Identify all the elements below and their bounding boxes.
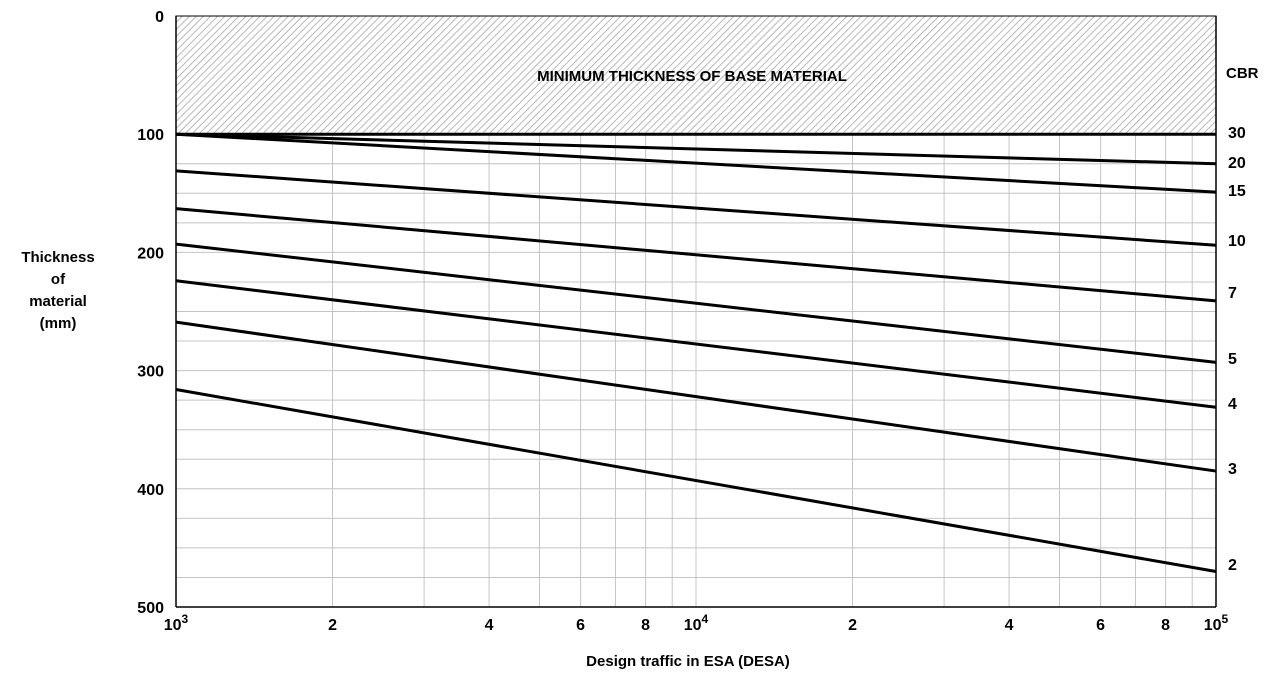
series-lines (175, 132, 1217, 574)
cbr-series-label: 2 (1228, 557, 1237, 574)
x-tick-label: 6 (1096, 617, 1105, 634)
cbr-series-label: 15 (1228, 183, 1246, 200)
axes (175, 15, 1217, 608)
x-tick-label-exponent: 4 (702, 612, 709, 626)
x-tick-label: 8 (1161, 617, 1170, 634)
x-tick-label: 4 (1005, 617, 1014, 634)
series-line-cbr-7 (175, 207, 1217, 303)
y-axis-title-line: of (51, 271, 66, 288)
series-line-cbr-5 (175, 242, 1217, 364)
cbr-series-label: 20 (1228, 155, 1246, 172)
x-tick-label: 6 (576, 617, 585, 634)
series-line-cbr-15 (175, 132, 1217, 194)
cbr-series-label: 5 (1228, 351, 1237, 368)
series-line-cbr-3 (175, 320, 1217, 473)
x-tick-label-exponent: 5 (1222, 612, 1229, 626)
minimum-thickness-band: MINIMUM THICKNESS OF BASE MATERIAL (175, 15, 1217, 135)
hatched-band (175, 15, 1217, 135)
y-tick-label: 500 (137, 600, 164, 617)
x-tick-label: 4 (485, 617, 494, 634)
series-line-cbr-20 (175, 132, 1217, 166)
grid (176, 134, 1216, 607)
x-tick-label: 105 (1204, 612, 1229, 634)
y-tick-label: 300 (137, 364, 164, 381)
y-tick-label: 100 (137, 127, 164, 144)
cbr-series-label: 7 (1228, 285, 1237, 302)
y-tick-label: 0 (155, 9, 164, 26)
y-axis-title-line: Thickness (21, 249, 94, 266)
cbr-series-label: 4 (1228, 396, 1237, 413)
x-tick-label: 104 (684, 612, 709, 634)
y-tick-label: 400 (137, 482, 164, 499)
y-axis-title-line: material (29, 293, 87, 310)
cbr-series-label: 10 (1228, 233, 1246, 250)
x-tick-label-base: 10 (164, 617, 182, 634)
cbr-legend-title: CBR (1226, 65, 1259, 82)
y-tick-label: 200 (137, 245, 164, 262)
cbr-series-label: 30 (1228, 125, 1246, 142)
y-axis-title-line: (mm) (40, 315, 77, 332)
x-axis-title: Design traffic in ESA (DESA) (586, 653, 790, 670)
cbr-series-label: 3 (1228, 461, 1237, 478)
series-line-cbr-2 (175, 388, 1217, 574)
series-line-cbr-10 (175, 169, 1217, 247)
x-tick-label: 2 (848, 617, 857, 634)
x-tick-label-base: 10 (684, 617, 702, 634)
series-line-cbr-4 (175, 279, 1217, 409)
x-tick-label-exponent: 3 (182, 612, 189, 626)
x-tick-label: 8 (641, 617, 650, 634)
x-tick-label: 2 (328, 617, 337, 634)
band-label: MINIMUM THICKNESS OF BASE MATERIAL (537, 68, 847, 85)
x-tick-label: 103 (164, 612, 189, 634)
x-tick-label-base: 10 (1204, 617, 1222, 634)
